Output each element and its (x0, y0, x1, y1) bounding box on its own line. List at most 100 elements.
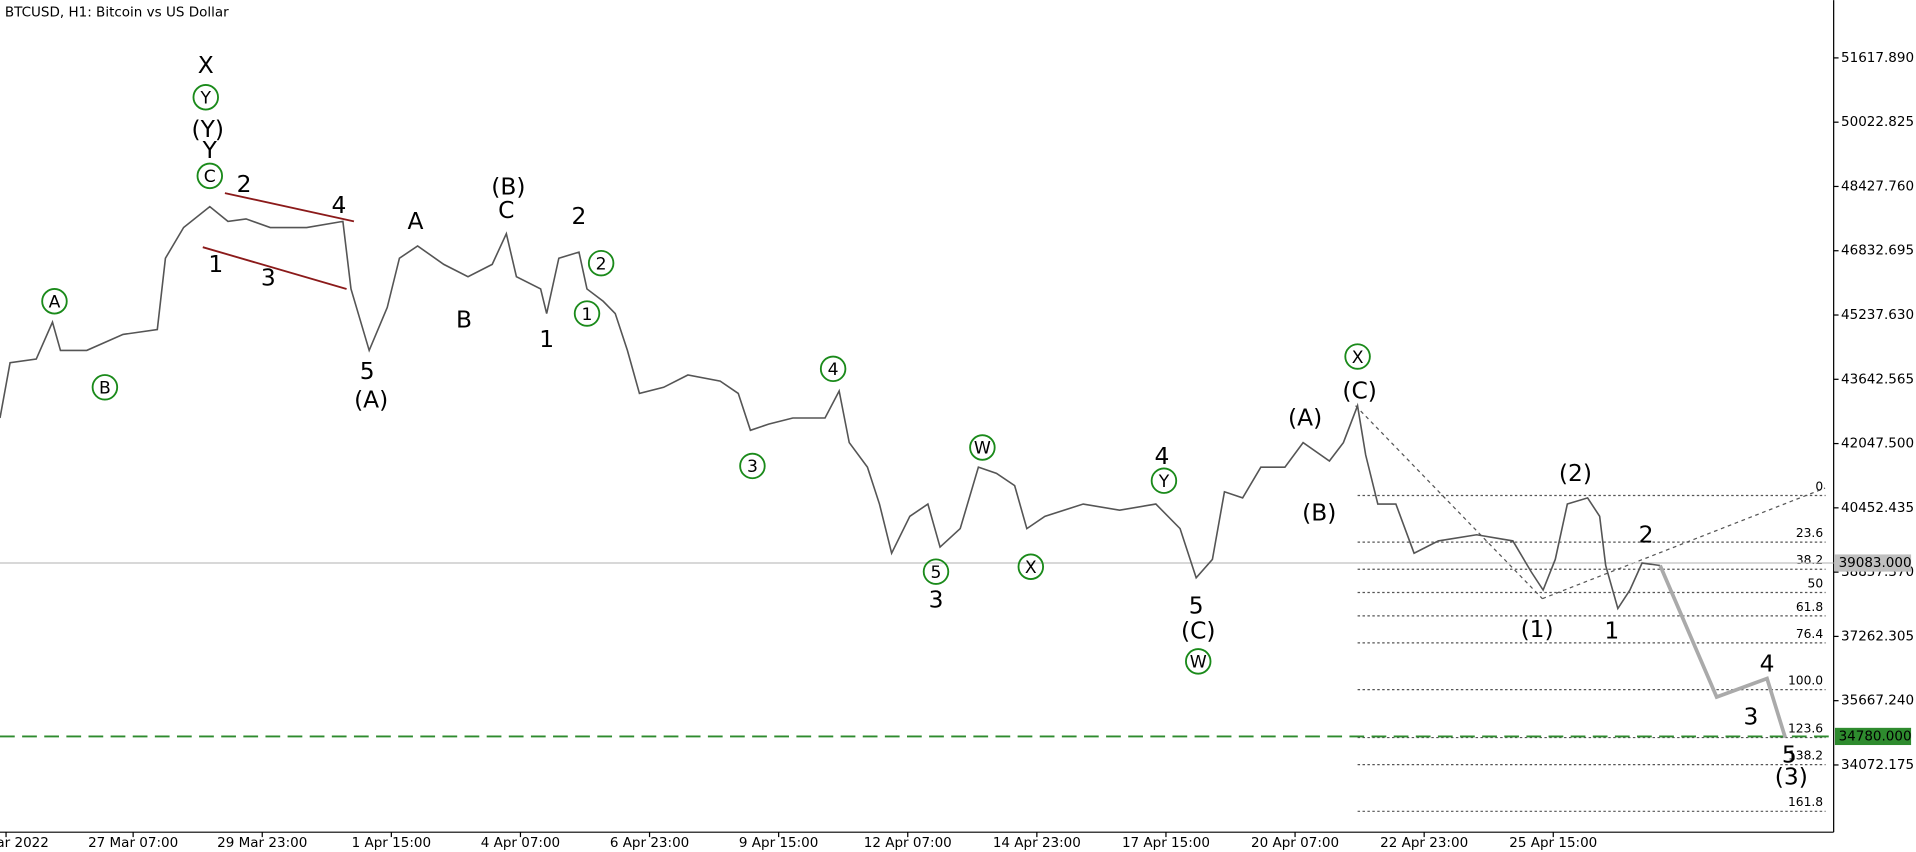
wave-label: 4 (1154, 442, 1169, 470)
x-tick-label: 24 Mar 2022 (0, 835, 49, 851)
wave-label: 3 (261, 264, 276, 292)
y-tick-label: 43642.565 (1841, 371, 1914, 387)
wave-label: 3 (1744, 702, 1759, 730)
wave-circle (196, 162, 224, 190)
wave-label: A (49, 292, 61, 312)
wave-label: C (204, 167, 216, 187)
wave-label: 4 (331, 191, 346, 219)
channel-line (202, 246, 347, 290)
y-tick-label: 50022.825 (1841, 114, 1914, 130)
current-price-box (1834, 554, 1912, 572)
y-tick-label: 42047.500 (1841, 436, 1914, 452)
y-tick-label: 35667.240 (1841, 693, 1914, 709)
y-tick-label: 37262.305 (1841, 628, 1914, 644)
current-price-label: 39083.000 (1839, 555, 1912, 571)
wave-circle (41, 288, 68, 315)
fib-label: 23.6 (1796, 526, 1824, 540)
wave-label: (A) (1288, 404, 1322, 432)
wave-circle (192, 84, 219, 111)
wave-label: 4 (828, 360, 839, 380)
wave-label: X (1025, 558, 1037, 578)
x-tick-label: 25 Apr 15:00 (1509, 835, 1597, 851)
wave-circle (573, 300, 601, 327)
wave-label: C (498, 196, 514, 224)
y-tick-label: 40452.435 (1841, 500, 1914, 516)
wave-circle (1344, 343, 1371, 370)
wave-circle (1017, 553, 1045, 580)
fib-label: 138.2 (1788, 748, 1823, 762)
wave-label: 1 (1604, 616, 1619, 644)
channel-line (224, 192, 355, 223)
x-tick-label: 20 Apr 07:00 (1251, 835, 1339, 851)
y-tick-label: 48427.760 (1841, 178, 1914, 194)
wave-label: 2 (237, 170, 252, 198)
wave-label: Y (1158, 472, 1170, 492)
wave-label: Y (202, 136, 218, 164)
x-tick-label: 4 Apr 07:00 (481, 835, 560, 851)
wave-label: X (1352, 348, 1364, 368)
wave-label: W (974, 439, 991, 459)
trend-line (1542, 487, 1826, 600)
wave-label: (1) (1521, 615, 1554, 643)
wave-label: (2) (1559, 459, 1592, 487)
wave-label: 5 (360, 357, 375, 385)
y-tick-label: 45237.630 (1841, 307, 1914, 323)
x-tick-label: 22 Apr 23:00 (1380, 835, 1468, 851)
wave-label: B (99, 379, 111, 399)
wave-circle (969, 434, 996, 461)
wave-label: (B) (491, 173, 525, 201)
wave-circle (587, 249, 615, 277)
x-tick-label: 1 Apr 15:00 (352, 835, 431, 851)
x-tick-label: 29 Mar 23:00 (217, 835, 307, 851)
chart-title: BTCUSD, H1: Bitcoin vs US Dollar (5, 4, 229, 20)
wave-circle (922, 558, 950, 585)
y-tick-label: 34072.175 (1841, 757, 1914, 773)
wave-circle (1150, 467, 1178, 494)
wave-label: (Y) (192, 115, 224, 143)
wave-label: 5 (931, 563, 942, 583)
wave-circle (739, 452, 766, 480)
y-tick-label: 51617.890 (1841, 50, 1914, 66)
wave-label: (C) (1342, 377, 1377, 405)
wave-label: 5 (1189, 592, 1204, 620)
wave-circle (1185, 648, 1212, 675)
wave-circle (819, 355, 847, 383)
wave-label: 3 (747, 457, 758, 477)
fib-label: 161.8 (1788, 795, 1823, 809)
level-box (1834, 727, 1912, 746)
fib-label: 100.0 (1788, 674, 1823, 688)
x-tick-label: 27 Mar 07:00 (88, 835, 178, 851)
wave-label: 5 (1782, 740, 1797, 768)
wave-label: 4 (1760, 650, 1775, 678)
x-tick-label: 12 Apr 07:00 (864, 835, 952, 851)
fib-label: 0 (1815, 479, 1823, 493)
wave-label: W (1190, 653, 1207, 673)
x-tick-label: 17 Apr 15:00 (1122, 835, 1210, 851)
wave-label: 1 (208, 250, 223, 278)
fib-label: 76.4 (1796, 627, 1824, 641)
wave-label: 3 (929, 586, 944, 614)
fib-label: 38.2 (1796, 553, 1823, 567)
price-line (0, 205, 1661, 611)
wave-label: (3) (1775, 763, 1808, 791)
wave-label: (B) (1302, 498, 1336, 526)
wave-label: (C) (1181, 616, 1216, 644)
wave-label: 1 (582, 305, 593, 325)
fib-label: 50 (1808, 576, 1824, 590)
wave-label: B (456, 305, 472, 333)
wave-label: 2 (1639, 521, 1654, 549)
wave-label: Y (200, 88, 212, 108)
x-tick-label: 9 Apr 15:00 (739, 835, 818, 851)
wave-label: 1 (539, 325, 554, 353)
wave-label: X (198, 51, 214, 79)
wave-circle (91, 374, 119, 401)
trend-line (1355, 405, 1543, 600)
fib-label: 123.6 (1788, 721, 1823, 735)
x-tick-label: 6 Apr 23:00 (610, 835, 689, 851)
y-tick-label: 46832.695 (1841, 243, 1914, 259)
price-line (1658, 564, 1787, 739)
wave-label: 2 (572, 202, 587, 230)
wave-label: 2 (596, 254, 607, 274)
